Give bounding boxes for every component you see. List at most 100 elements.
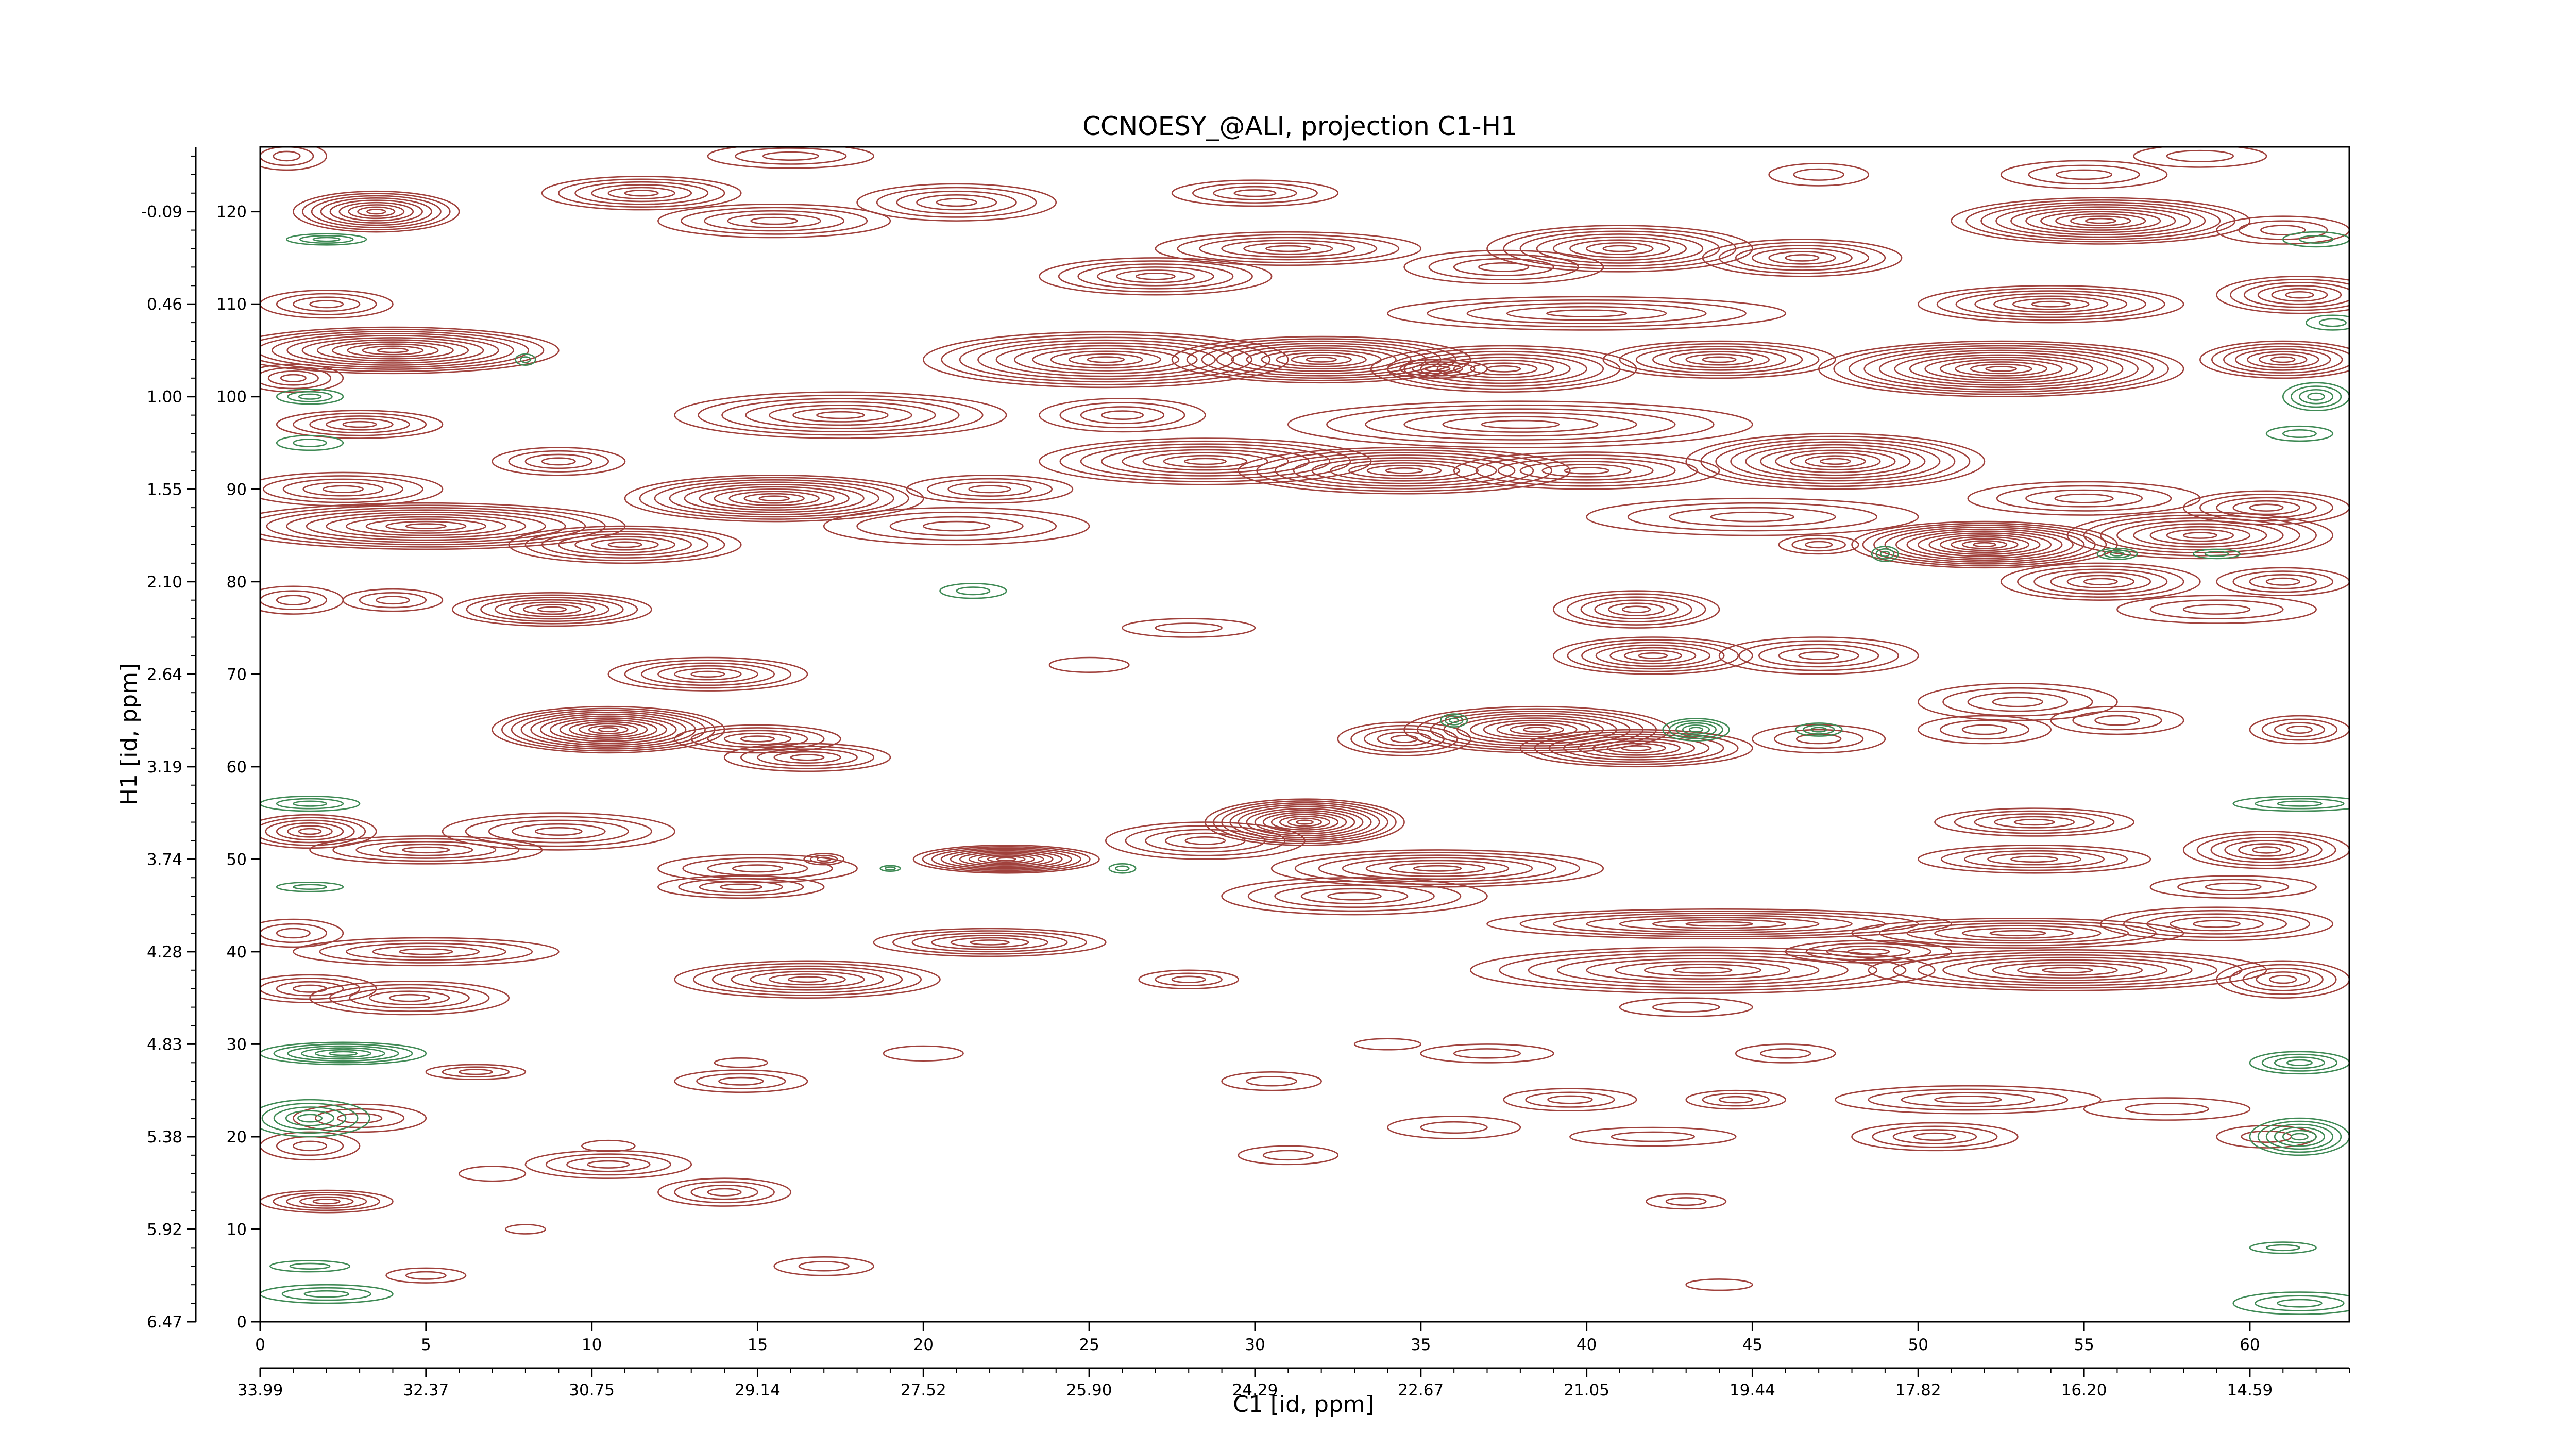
negative-contour-line bbox=[1688, 727, 1704, 733]
positive-contour-line bbox=[2146, 913, 2287, 935]
positive-contour-line bbox=[492, 447, 626, 476]
positive-peak-64 bbox=[492, 705, 725, 754]
positive-contour-line bbox=[873, 928, 1107, 957]
positive-peak-34 bbox=[1287, 400, 1753, 448]
positive-contour-line bbox=[1805, 541, 1833, 549]
positive-contour-line bbox=[319, 940, 533, 964]
positive-contour-line bbox=[1974, 293, 2128, 316]
positive-contour-line bbox=[1486, 225, 1753, 273]
ppm-tick-label: 21.05 bbox=[1564, 1381, 1609, 1400]
negative-contour-line bbox=[273, 1106, 347, 1130]
positive-contour-line bbox=[1496, 722, 1578, 737]
positive-contour-line bbox=[338, 201, 414, 222]
positive-contour-line bbox=[1580, 596, 1692, 622]
positive-contour-line bbox=[2170, 916, 2264, 932]
positive-peak-113 bbox=[2083, 1097, 2251, 1121]
negative-contour-line bbox=[519, 356, 531, 363]
negative-contour-line bbox=[1662, 718, 1730, 742]
positive-peak-131 bbox=[714, 1057, 769, 1068]
positive-contour-line bbox=[1967, 481, 2201, 516]
positive-contour-line bbox=[940, 849, 1072, 870]
ppm-tick-label: 30.75 bbox=[569, 1381, 615, 1400]
negative-peak-17 bbox=[879, 865, 901, 872]
positive-contour-line bbox=[2066, 511, 2334, 560]
positive-contour-line bbox=[1895, 528, 2074, 561]
positive-contour-line bbox=[2256, 971, 2311, 988]
positive-peak-71 bbox=[1917, 682, 2118, 721]
positive-contour-line bbox=[674, 960, 941, 999]
x-axis-label: C1 [id, ppm] bbox=[1233, 1391, 1374, 1418]
positive-contour-line bbox=[743, 493, 805, 504]
positive-peak-82 bbox=[260, 814, 377, 849]
negative-contour-line bbox=[2265, 425, 2334, 442]
positive-peak-60 bbox=[1718, 636, 1919, 675]
positive-contour-line bbox=[906, 475, 1074, 504]
positive-contour-line bbox=[1296, 819, 1314, 825]
positive-contour-line bbox=[1365, 860, 1510, 878]
positive-contour-line bbox=[1924, 357, 2078, 381]
positive-contour-line bbox=[2083, 514, 2317, 557]
y-ppm-tick-label: 5.92 bbox=[147, 1220, 182, 1239]
positive-peak-89 bbox=[2149, 875, 2317, 899]
positive-contour-line bbox=[2182, 831, 2349, 869]
positive-contour-line bbox=[657, 665, 758, 683]
positive-contour-line bbox=[1992, 962, 2143, 979]
positive-contour-line bbox=[1965, 199, 2236, 243]
positive-contour-line bbox=[790, 754, 825, 761]
y-tick-label: 120 bbox=[216, 203, 247, 222]
positive-contour-line bbox=[347, 343, 439, 358]
positive-contour-line bbox=[1913, 1132, 1956, 1141]
y-ppm-tick-label: 2.10 bbox=[147, 573, 182, 592]
negative-contour-line bbox=[515, 353, 536, 366]
positive-contour-line bbox=[1541, 464, 1632, 478]
positive-contour-line bbox=[2031, 300, 2071, 308]
positive-peak-133 bbox=[1685, 1278, 1753, 1291]
positive-contour-line bbox=[1552, 636, 1753, 675]
positive-peak-56 bbox=[342, 588, 444, 612]
positive-contour-line bbox=[1718, 242, 1886, 274]
positive-contour-line bbox=[1424, 366, 1451, 372]
positive-contour-line bbox=[1453, 1048, 1521, 1059]
positive-contour-line bbox=[1390, 735, 1418, 743]
positive-contour-line bbox=[1163, 454, 1248, 468]
negative-contour-line bbox=[1880, 550, 1890, 558]
positive-contour-line bbox=[1246, 1075, 1297, 1087]
negative-peak-9 bbox=[1871, 546, 1899, 562]
positive-contour-line bbox=[260, 504, 606, 548]
negative-peak-12 bbox=[939, 583, 1007, 599]
positive-contour-line bbox=[1939, 359, 2063, 379]
positive-contour-line bbox=[540, 715, 677, 744]
positive-contour-line bbox=[260, 471, 444, 507]
positive-peak-73 bbox=[2050, 705, 2184, 735]
x-tick-label: 60 bbox=[2240, 1336, 2260, 1354]
positive-peak-57 bbox=[452, 592, 652, 627]
positive-contour-line bbox=[2216, 497, 2317, 518]
positive-contour-line bbox=[732, 864, 784, 873]
positive-contour-line bbox=[405, 523, 447, 529]
positive-contour-line bbox=[640, 662, 775, 686]
y-tick-label: 70 bbox=[227, 665, 247, 684]
positive-contour-line bbox=[1014, 345, 1198, 375]
negative-peak-26 bbox=[260, 1284, 394, 1304]
negative-contour-line bbox=[1871, 546, 1899, 562]
positive-peak-26 bbox=[1370, 345, 1637, 393]
positive-contour-line bbox=[1942, 956, 2193, 984]
ppm-tick-label: 14.59 bbox=[2227, 1381, 2273, 1400]
negative-contour-line bbox=[276, 798, 344, 810]
positive-contour-line bbox=[2251, 846, 2281, 854]
positive-peak-86 bbox=[1934, 807, 2134, 837]
positive-contour-line bbox=[1385, 467, 1423, 474]
positive-contour-line bbox=[2166, 529, 2234, 542]
positive-contour-line bbox=[1155, 622, 1223, 633]
positive-contour-line bbox=[2083, 578, 2118, 586]
negative-peak-18 bbox=[260, 795, 361, 812]
positive-contour-line bbox=[1586, 242, 1654, 256]
positive-contour-line bbox=[388, 993, 430, 1002]
positive-contour-line bbox=[2216, 215, 2349, 245]
positive-contour-line bbox=[1710, 511, 1795, 523]
positive-contour-line bbox=[1453, 451, 1720, 490]
y-tick-label: 20 bbox=[227, 1128, 247, 1147]
positive-contour-line bbox=[2094, 715, 2140, 726]
positive-peak-107 bbox=[1420, 1043, 1554, 1064]
positive-contour-line bbox=[1993, 816, 2075, 829]
